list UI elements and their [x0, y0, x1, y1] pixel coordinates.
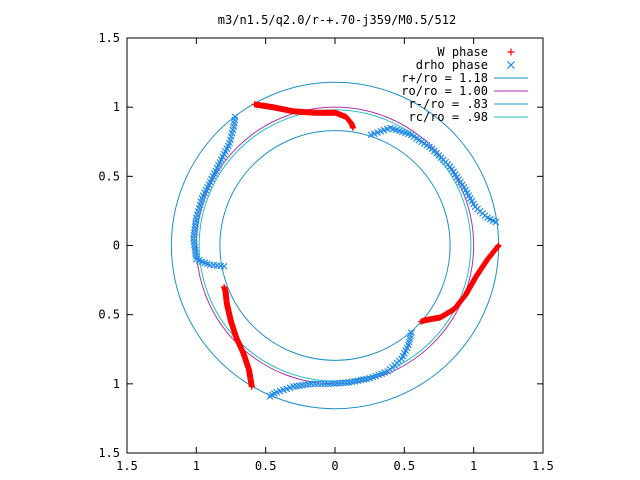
chart-title: m3/n1.5/q2.0/r-+.70-j359/M0.5/512: [218, 13, 456, 27]
x-tick-label: 1.5: [532, 459, 554, 473]
data-point: [266, 392, 274, 400]
y-tick-label: 1: [113, 377, 120, 391]
x-tick-label: 0: [331, 459, 338, 473]
data-point: [220, 262, 228, 270]
y-tick-label: 1.5: [98, 446, 120, 460]
data-point: [417, 318, 424, 325]
reference-circles: [170, 81, 500, 410]
data-point: [492, 218, 500, 226]
data-point: [314, 380, 322, 388]
x-tick-label: 0.5: [255, 459, 277, 473]
x-tick-label: 0.5: [393, 459, 415, 473]
y-tick-label: 0: [113, 239, 120, 253]
legend-label: W phase: [437, 45, 488, 59]
legend-label: drho phase: [416, 58, 488, 72]
legend-label: r+/ro = 1.18: [401, 71, 488, 85]
circle-r-1-18: [170, 81, 500, 410]
legend-label: ro/ro = 1.00: [401, 84, 488, 98]
data-point: [350, 124, 357, 131]
x-tick-label: 1: [470, 459, 477, 473]
circle-r-0-83: [219, 130, 451, 361]
legend-label: rc/ro = .98: [409, 110, 488, 124]
y-tick-label: 1.5: [98, 31, 120, 45]
y-tick-label: 0.5: [98, 169, 120, 183]
x-tick-label: 1.5: [116, 459, 138, 473]
plot-frame: 1.5 1 0.5 0 0.5 1 1.51.510.500.511.5: [98, 31, 554, 473]
data-series: [190, 101, 502, 400]
series-drho-phase: [190, 113, 500, 400]
series-w-phase: [221, 101, 502, 390]
y-tick-label: 0.5: [98, 308, 120, 322]
data-point: [311, 380, 319, 388]
legend-marker: [507, 48, 515, 56]
data-point: [221, 284, 228, 290]
x-tick-label: 1: [193, 459, 200, 473]
legend-label: r-/ro = .83: [409, 97, 488, 111]
legend-marker: [507, 61, 515, 69]
y-tick-label: 1: [113, 100, 120, 114]
